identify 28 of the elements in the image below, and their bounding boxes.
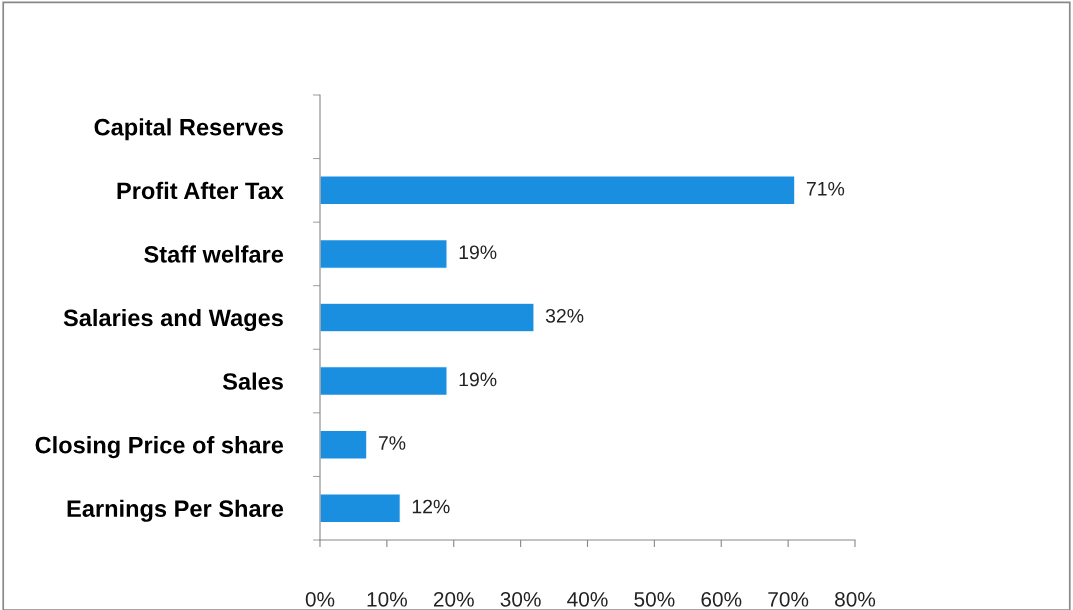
data-label: 19% [459, 245, 497, 260]
x-tick-label: 40% [567, 591, 608, 607]
x-tick-label: 80% [835, 591, 876, 607]
y-tick-label: Profit After Tax [117, 181, 284, 200]
x-tick-label: 70% [768, 591, 809, 607]
x-tick-label: 60% [701, 591, 742, 607]
bar [320, 493, 401, 524]
y-tick-label: Earnings Per Share [67, 499, 284, 522]
bar [320, 239, 448, 269]
x-tick-label: 20% [433, 591, 474, 607]
data-label: 7% [378, 436, 406, 450]
bar [320, 175, 796, 206]
y-tick-label: Capital Reserves [94, 118, 283, 141]
data-label: 12% [412, 499, 450, 514]
y-tick-label: Closing Price of share [35, 436, 284, 459]
x-tick-label: 30% [500, 591, 541, 607]
y-tick-label: Salaries and Wages [63, 308, 283, 332]
x-tick-label: 0% [305, 591, 335, 607]
data-label: 19% [459, 372, 497, 387]
data-label: 32% [545, 308, 584, 323]
bar [320, 429, 368, 460]
x-tick-label: 10% [367, 591, 407, 607]
y-tick-label: Staff welfare [144, 245, 284, 263]
bar [320, 366, 448, 396]
bar [320, 302, 535, 333]
data-label: 71% [806, 181, 845, 196]
x-tick-label: 50% [634, 591, 675, 607]
y-tick-label: Sales [222, 372, 283, 390]
